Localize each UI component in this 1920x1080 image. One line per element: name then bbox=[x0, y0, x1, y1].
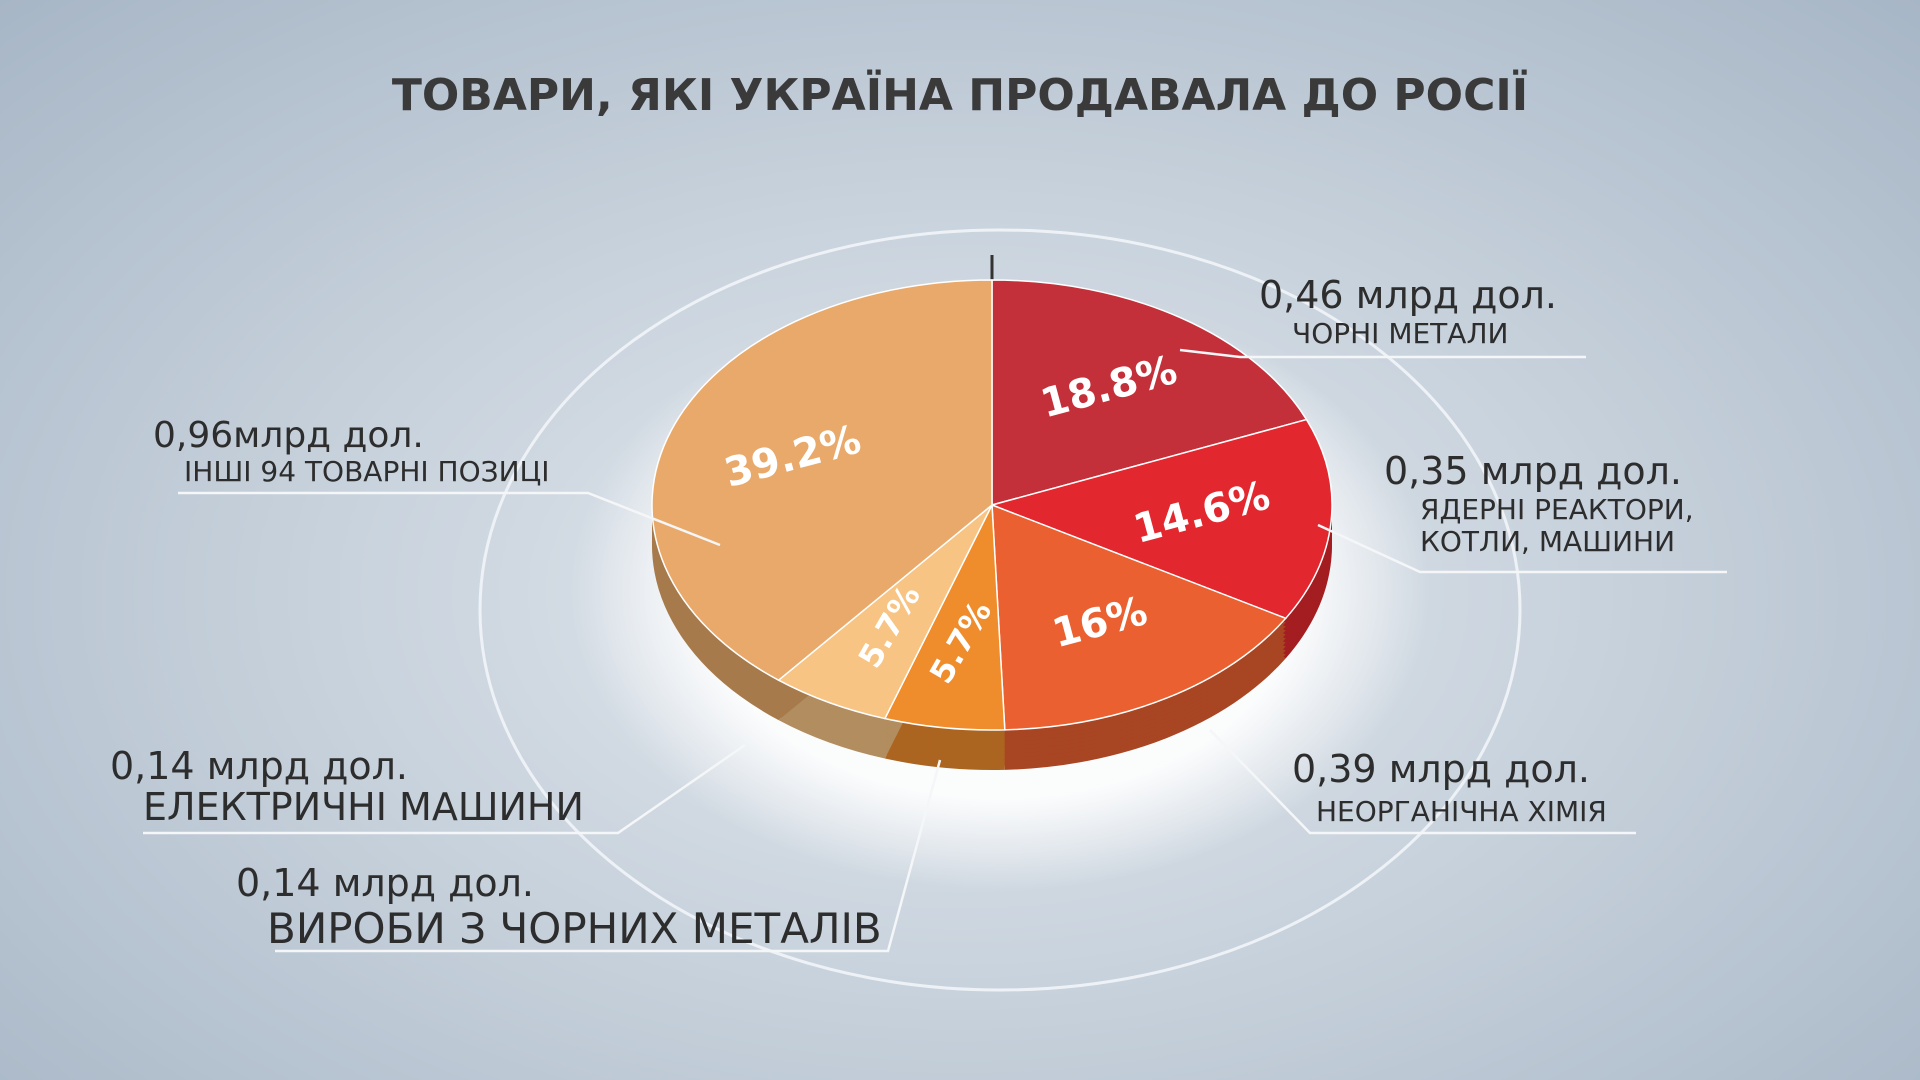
leader-line bbox=[275, 759, 942, 953]
slice bbox=[991, 503, 1288, 731]
leader-line bbox=[143, 743, 746, 835]
category-label: ЕЛЕКТРИЧНІ МАШИНИ bbox=[143, 785, 584, 829]
amount-label: 0,35 млрд дол. bbox=[1384, 449, 1683, 493]
category-label: ЯДЕРНІ РЕАКТОРИ, КОТЛИ, МАШИНИ bbox=[1420, 493, 1694, 559]
chart-title: ТОВАРИ, ЯКІ УКРАЇНА ПРОДАВАЛА ДО РОСІЇ bbox=[391, 70, 1529, 121]
amount-label: 0,96млрд дол. bbox=[153, 415, 424, 456]
amount-label: 0,46 млрд дол. bbox=[1259, 273, 1558, 317]
leader-line bbox=[1317, 523, 1727, 574]
amount-label: 0,39 млрд дол. bbox=[1292, 747, 1591, 791]
leader-line bbox=[178, 491, 721, 547]
slice bbox=[651, 279, 993, 682]
amount-label: 0,14 млрд дол. bbox=[236, 861, 535, 905]
ring bbox=[478, 228, 1522, 992]
leader-line bbox=[1209, 729, 1636, 835]
category-label: ІНШІ 94 ТОВАРНІ ПОЗИЦІ bbox=[184, 455, 550, 488]
category-label: ЧОРНІ МЕТАЛИ bbox=[1292, 317, 1509, 350]
amount-label: 0,14 млрд дол. bbox=[110, 744, 409, 788]
slice bbox=[989, 418, 1333, 620]
category-label: НЕОРГАНІЧНА ХІМІЯ bbox=[1316, 795, 1607, 828]
slice bbox=[991, 279, 1308, 506]
category-label: ВИРОБИ З ЧОРНИХ МЕТАЛІВ bbox=[267, 904, 882, 953]
leader-line bbox=[1179, 348, 1586, 359]
